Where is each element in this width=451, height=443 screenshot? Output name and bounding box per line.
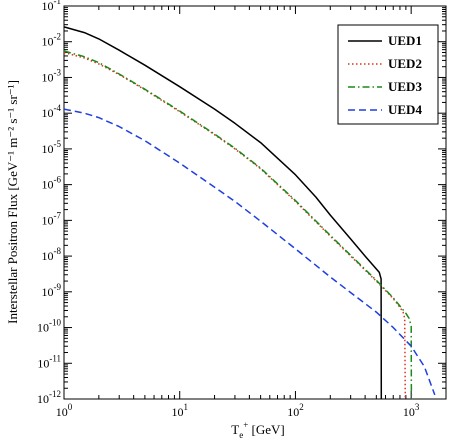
x-tick-label: 101	[171, 402, 188, 419]
y-tick-label: 10-10	[37, 318, 61, 335]
legend-label-ued4: UED4	[388, 102, 422, 117]
y-axis-title: Interstellar Positron Flux [GeV⁻¹ m⁻² s⁻…	[5, 80, 20, 324]
axis-tick-labels: 100 101 102 103 10-12 10-11 10-10 10-9 10-8 10-7 1…	[37, 0, 420, 419]
y-tick-label: 10-7	[42, 210, 62, 227]
y-tick-label: 10-5	[42, 139, 62, 156]
y-tick-label: 10-3	[42, 67, 62, 84]
y-tick-label: 10-2	[42, 32, 62, 49]
x-tick-label: 102	[287, 402, 304, 419]
x-tick-label: 100	[56, 402, 73, 419]
y-tick-label: 10-9	[42, 282, 62, 299]
x-tick-label: 103	[403, 402, 420, 419]
y-tick-label: 10-11	[37, 353, 61, 370]
legend: UED1 UED2 UED3 UED4	[337, 24, 439, 125]
legend-label-ued3: UED3	[388, 79, 422, 94]
series-line-ued3	[63, 50, 413, 400]
legend-label-ued2: UED2	[388, 56, 422, 71]
y-tick-label: 10-8	[42, 246, 62, 263]
y-tick-label: 10-12	[37, 389, 61, 406]
y-tick-label: 10-6	[42, 175, 62, 192]
series-line-ued1	[63, 26, 383, 400]
plot-frame	[63, 5, 447, 400]
series-layer	[63, 26, 436, 400]
axis-ticks	[63, 5, 447, 400]
y-tick-label: 10-4	[42, 103, 62, 120]
y-tick-label: 10-1	[42, 0, 62, 13]
series-line-ued4	[63, 108, 436, 396]
legend-label-ued1: UED1	[388, 33, 422, 48]
x-axis-title: Te+ [GeV]	[231, 420, 285, 440]
